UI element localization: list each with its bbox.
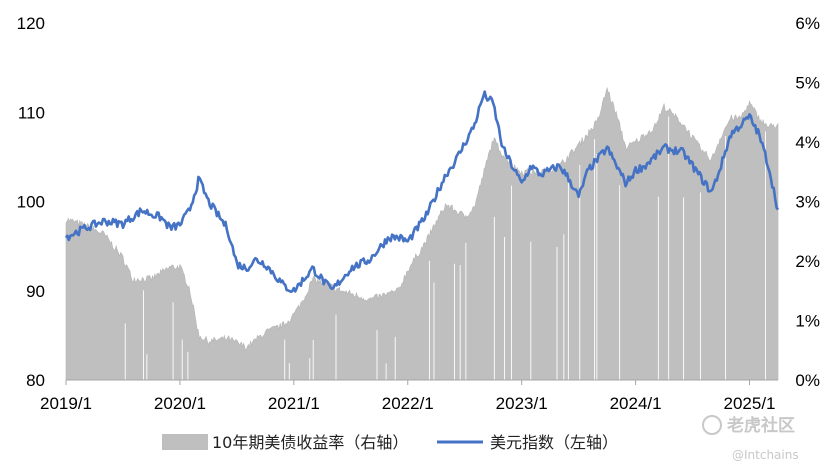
- right-tick-label: 0%: [795, 371, 820, 390]
- right-tick-label: 4%: [795, 133, 820, 152]
- axes: 2019/1 2020/1 2021/1 2022/1 2023/1 2024/1 2025…: [17, 14, 820, 413]
- x-tick-label: 2022/1: [382, 394, 434, 413]
- right-tick-label: 5%: [795, 74, 820, 93]
- right-tick-label: 1%: [795, 312, 820, 331]
- legend-swatch-yield: [162, 434, 208, 450]
- x-axis-ticks: 2019/1 2020/1 2021/1 2022/1 2023/1 2024/1 2025…: [40, 380, 776, 413]
- right-tick-label: 2%: [795, 252, 820, 271]
- x-tick-label: 2020/1: [154, 394, 206, 413]
- plot-area: [64, 86, 780, 417]
- legend: 10年期美债收益率（右轴） 美元指数（左轴）: [162, 433, 618, 452]
- x-tick-label: 2024/1: [610, 394, 662, 413]
- right-axis-ticks: 0% 1% 2% 3% 4% 5% 6%: [795, 14, 820, 390]
- watermark: 老虎社区 @Intchains: [702, 415, 799, 462]
- x-tick-label: 2023/1: [496, 394, 548, 413]
- x-tick-label: 2021/1: [268, 394, 320, 413]
- left-tick-label: 90: [26, 282, 45, 301]
- legend-label-yield: 10年期美债收益率（右轴）: [212, 433, 408, 452]
- dollar-index-line: [64, 90, 780, 294]
- left-tick-label: 100: [17, 193, 45, 212]
- watermark-handle: @Intchains: [732, 448, 799, 462]
- x-tick-label: 2025/1: [724, 394, 776, 413]
- left-tick-label: 120: [17, 14, 45, 33]
- left-tick-label: 110: [18, 103, 45, 122]
- right-tick-label: 6%: [795, 14, 820, 33]
- x-tick-label: 2019/1: [40, 394, 92, 413]
- right-tick-label: 3%: [795, 193, 820, 212]
- watermark-brand: 老虎社区: [726, 415, 795, 436]
- treasury-yield-area: [65, 86, 779, 381]
- left-tick-label: 80: [26, 371, 45, 390]
- legend-label-dxy: 美元指数（左轴）: [490, 433, 618, 452]
- tiger-logo-icon: [702, 415, 722, 435]
- left-axis-ticks: 80 90 100 110 120: [17, 14, 45, 390]
